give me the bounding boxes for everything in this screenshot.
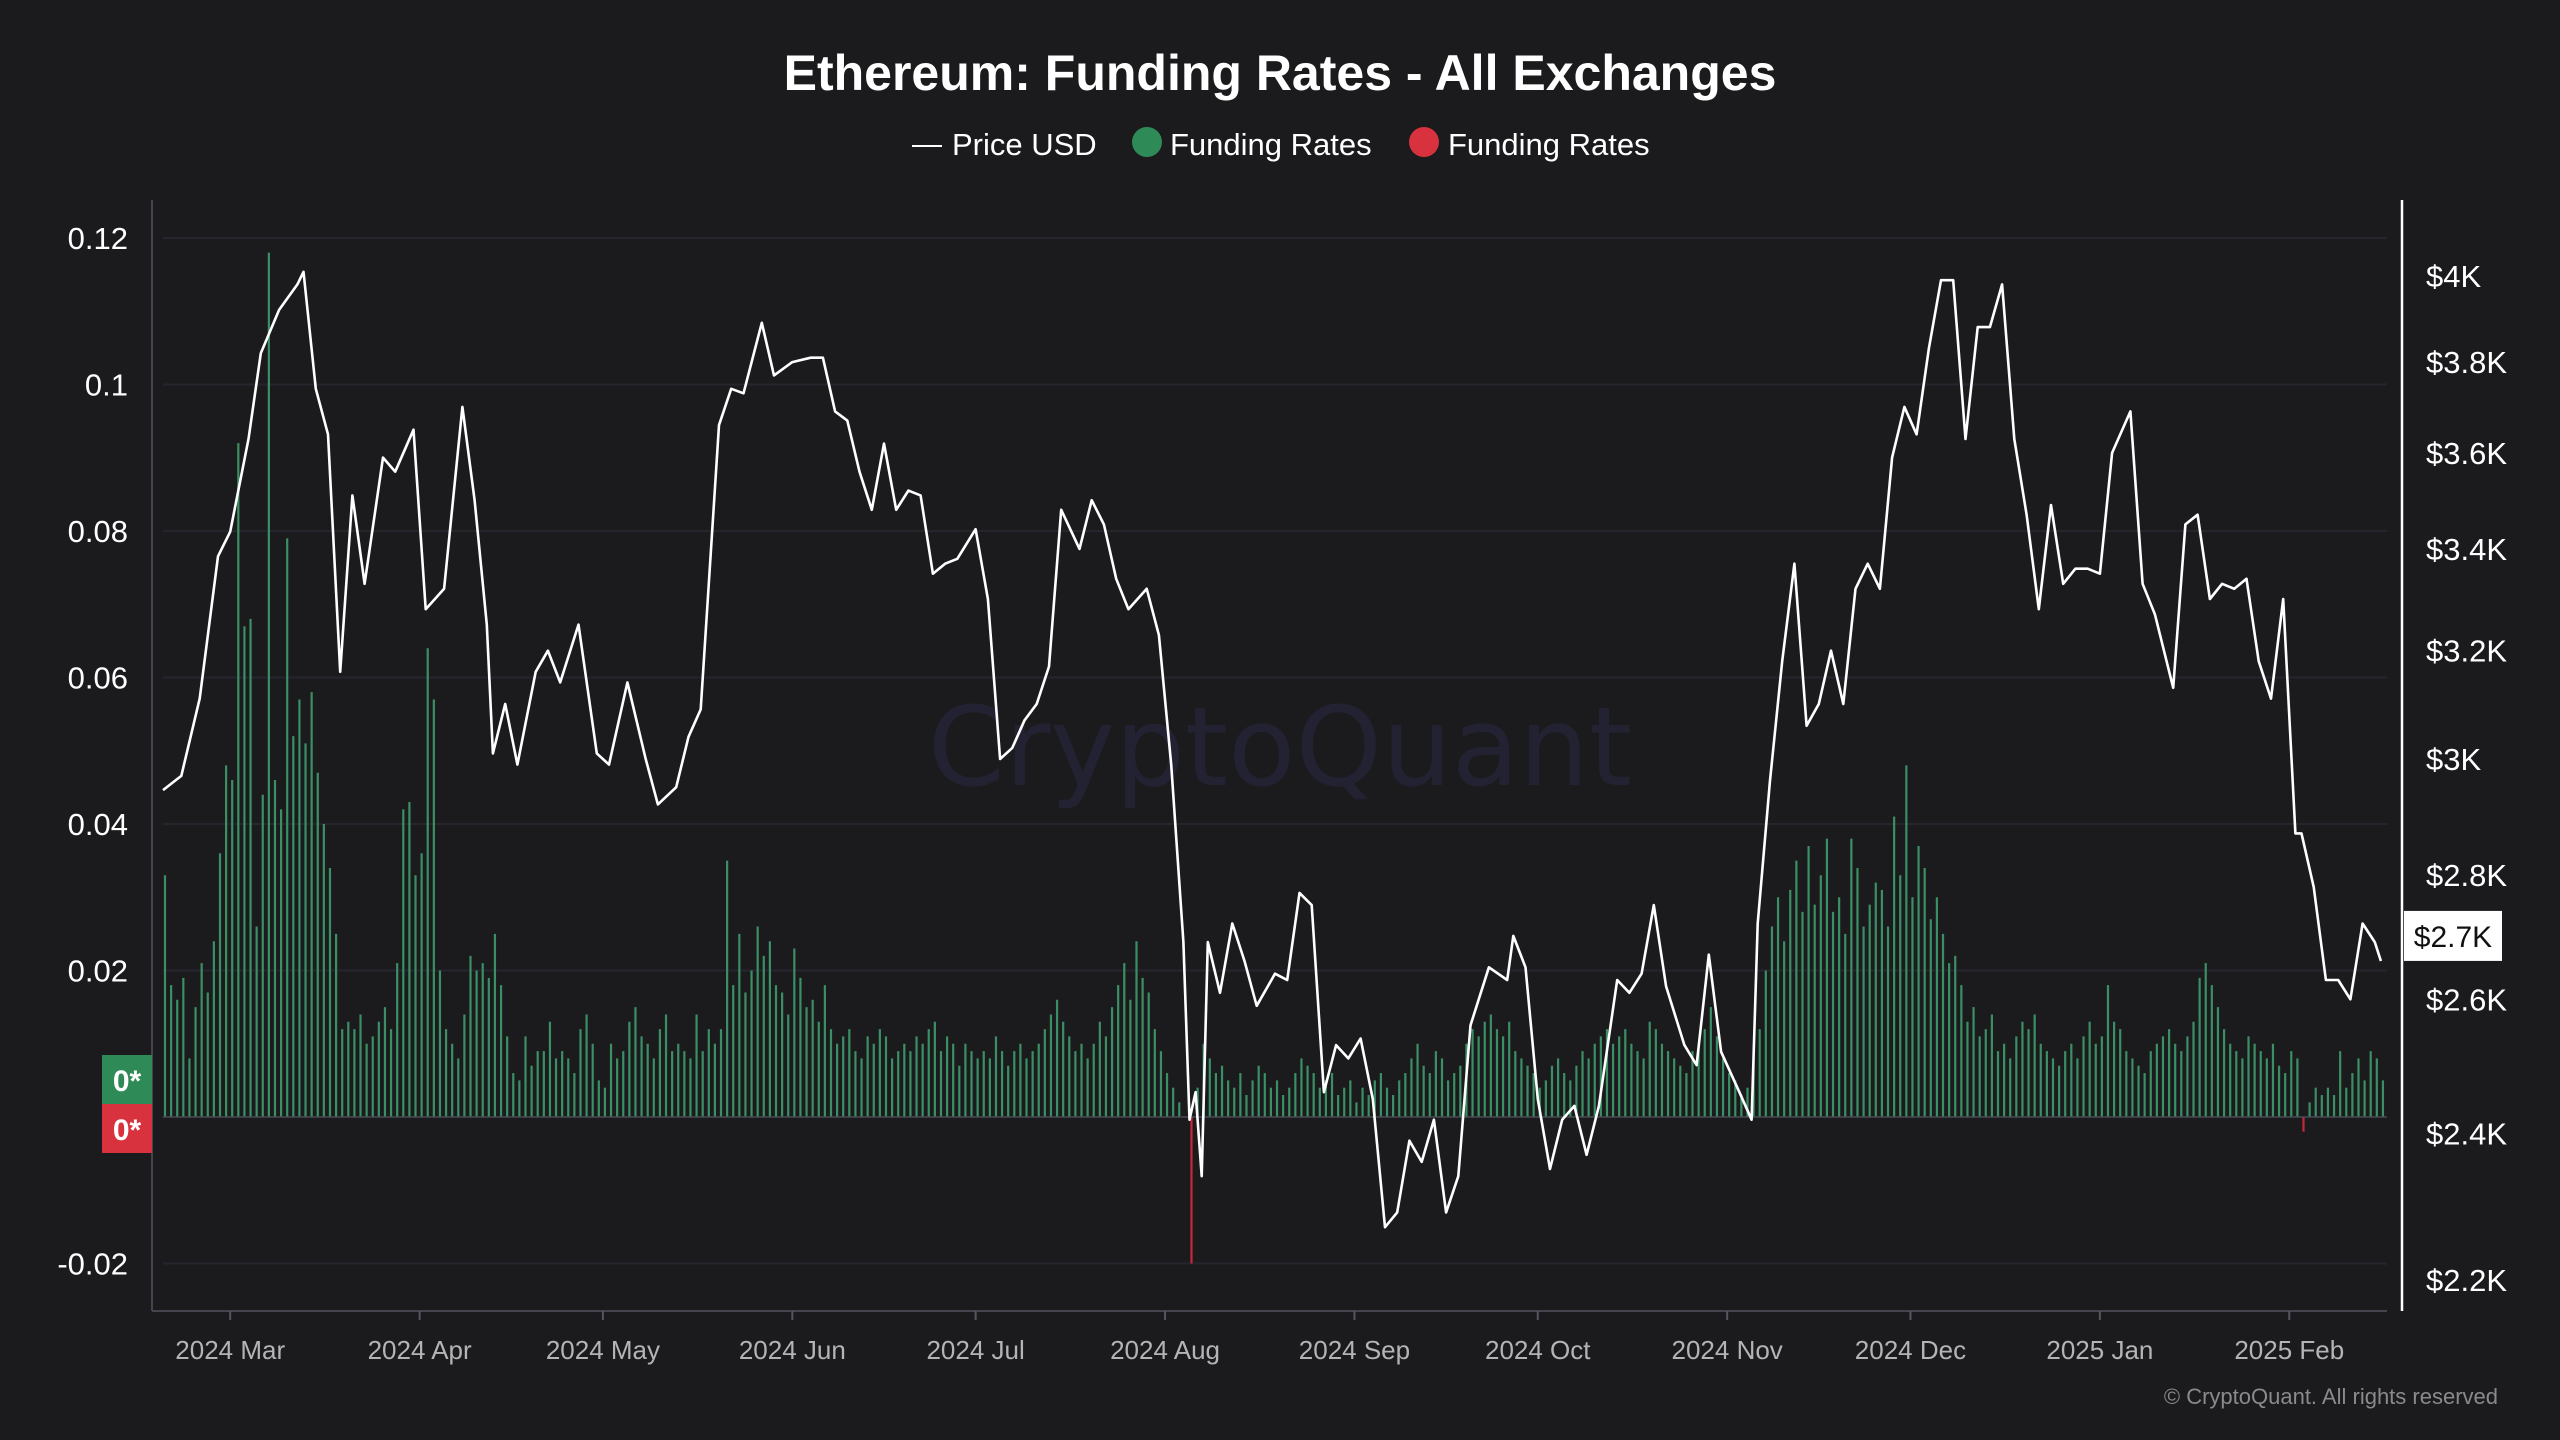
left-axis-ticks: 0.12 0.1 0.08 0.06 0.04 0.02 -0.02 (57, 221, 128, 1282)
left-tick-label: 0.04 (68, 807, 128, 842)
x-tick-label: 2024 Apr (368, 1335, 472, 1365)
x-tick-label: 2024 Dec (1855, 1335, 1966, 1365)
x-tick-label: 2025 Jan (2046, 1335, 2153, 1365)
legend-green-dot-icon (1132, 127, 1162, 157)
left-tick-label: 0.06 (68, 661, 128, 696)
zero-label-positive: 0* (102, 1055, 152, 1104)
legend-item-funding-negative[interactable]: Funding Rates (1409, 127, 1650, 162)
x-tick-label: 2024 May (546, 1335, 660, 1365)
x-tick-label: 2024 Mar (175, 1335, 285, 1365)
legend-red-dot-icon (1409, 127, 1439, 157)
left-tick-label: 0.02 (68, 954, 128, 989)
legend-item-price[interactable]: Price USD (912, 127, 1097, 162)
right-tick-label: $3.8K (2426, 345, 2507, 380)
x-tick-label: 2024 Jun (739, 1335, 846, 1365)
current-price-label: $2.7K (2404, 910, 2502, 961)
x-tick-label: 2024 Aug (1110, 1335, 1220, 1365)
legend-label-price: Price USD (952, 127, 1097, 162)
left-tick-label: 0.12 (68, 221, 128, 256)
left-tick-label: 0.1 (85, 368, 128, 403)
x-tick-label: 2024 Jul (926, 1335, 1024, 1365)
x-tick-label: 2025 Feb (2234, 1335, 2344, 1365)
legend-label-funding-negative: Funding Rates (1448, 127, 1650, 162)
legend: Price USD Funding Rates Funding Rates (912, 127, 1650, 162)
watermark: CryptoQuant (928, 683, 1632, 811)
right-tick-label: $2.6K (2426, 982, 2507, 1017)
gridlines (163, 237, 2387, 1265)
x-axis-ticks: 2024 Mar 2024 Apr 2024 May 2024 Jun 2024 Jul… (175, 1311, 2344, 1365)
chart-title: Ethereum: Funding Rates - All Exchanges (784, 45, 1777, 101)
right-tick-label: $4K (2426, 259, 2481, 294)
zero-label-negative-text: 0* (113, 1114, 142, 1147)
right-tick-label: $3.6K (2426, 436, 2507, 471)
x-tick-label: 2024 Sep (1299, 1335, 1410, 1365)
price-line (162, 270, 2383, 1229)
right-tick-label: $2.2K (2426, 1263, 2507, 1298)
right-tick-label: $2.4K (2426, 1117, 2507, 1152)
copyright: © CryptoQuant. All rights reserved (2164, 1384, 2498, 1409)
right-axis-ticks: $4K $3.8K $3.6K $3.4K $3.2K $3K $2.8K $2.6K $2.4… (2426, 259, 2507, 1298)
zero-label-positive-text: 0* (113, 1065, 142, 1098)
legend-label-funding-positive: Funding Rates (1170, 127, 1372, 162)
funding-bars (163, 252, 2385, 1264)
right-tick-label: $3K (2426, 742, 2481, 777)
left-tick-label: 0.08 (68, 514, 128, 549)
left-tick-label: -0.02 (57, 1247, 128, 1282)
current-price-text: $2.7K (2414, 921, 2492, 954)
x-tick-label: 2024 Oct (1485, 1335, 1591, 1365)
right-tick-label: $2.8K (2426, 858, 2507, 893)
zero-label-negative: 0* (102, 1104, 152, 1153)
right-tick-label: $3.4K (2426, 532, 2507, 567)
right-tick-label: $3.2K (2426, 634, 2507, 669)
legend-item-funding-positive[interactable]: Funding Rates (1132, 127, 1372, 162)
x-tick-label: 2024 Nov (1672, 1335, 1783, 1365)
